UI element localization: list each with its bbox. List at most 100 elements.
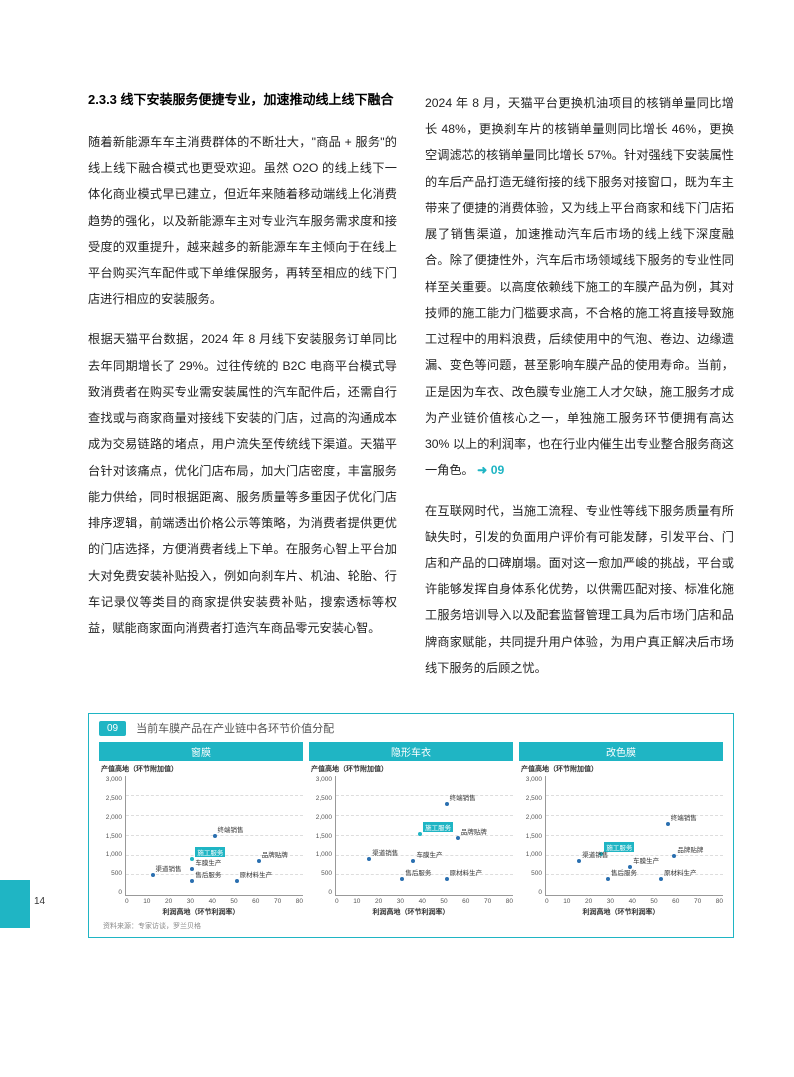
- x-tick: 20: [375, 898, 382, 905]
- data-point-label: 车膜生产: [633, 855, 659, 865]
- data-point: [190, 867, 194, 871]
- y-tick: 1,000: [309, 851, 332, 858]
- data-point-label: 售后服务: [405, 867, 431, 877]
- scatter-subchart: 隐形车衣产值高地（环节附加值）3,0002,5002,0001,5001,000…: [309, 742, 513, 917]
- gridline: [336, 815, 513, 816]
- data-point-label: 品牌贴牌: [461, 826, 487, 836]
- y-tick: 500: [519, 870, 542, 877]
- y-tick: 1,500: [99, 833, 122, 840]
- x-tick: 0: [545, 898, 549, 905]
- two-column-layout: 2.3.3 线下安装服务便捷专业，加速推动线上线下融合 随着新能源车车主消费群体…: [88, 90, 734, 695]
- y-tick: 2,500: [99, 795, 122, 802]
- page-content: 2.3.3 线下安装服务便捷专业，加速推动线上线下融合 随着新能源车车主消费群体…: [0, 0, 794, 968]
- data-point: [213, 834, 217, 838]
- y-tick: 500: [309, 870, 332, 877]
- y-ticks: 3,0002,5002,0001,5001,0005000: [99, 776, 125, 896]
- data-point: [445, 877, 449, 881]
- data-point-label: 终端销售: [671, 812, 697, 822]
- x-tick: 40: [209, 898, 216, 905]
- column-left: 2.3.3 线下安装服务便捷专业，加速推动线上线下融合 随着新能源车车主消费群体…: [88, 90, 397, 695]
- data-point-label: 施工服务: [423, 822, 453, 832]
- data-point-label: 渠道销售: [372, 847, 398, 857]
- plot-wrap: 3,000 2,500 2,000 1,500 1,000 500 0终端销售施工服务品牌贴…: [519, 776, 723, 896]
- x-axis-label: 利润高地（环节利润率）: [99, 907, 303, 917]
- data-point: [445, 802, 449, 806]
- x-tick: 50: [230, 898, 237, 905]
- paragraph: 2024 年 8 月，天猫平台更换机油项目的核销单量同比增长 48%，更换刹车片…: [425, 90, 734, 484]
- data-point: [367, 857, 371, 861]
- y-tick: 2,000: [309, 814, 332, 821]
- paragraph: 根据天猫平台数据，2024 年 8 月线下安装服务订单同比去年同期增长了 29%…: [88, 326, 397, 641]
- y-tick: 2,000: [519, 814, 542, 821]
- scatter-subchart: 窗膜产值高地（环节附加值）3,0002,5002,0001,5001,00050…: [99, 742, 303, 917]
- figure-box: 09 当前车膜产品在产业链中各环节价值分配 窗膜产值高地（环节附加值）3,000…: [88, 713, 734, 938]
- data-point-label: 售后服务: [195, 869, 221, 879]
- y-tick: 1,000: [519, 851, 542, 858]
- y-tick: 1,500: [309, 833, 332, 840]
- figure-number-badge: 09: [99, 721, 126, 736]
- y-tick: 3,000: [309, 776, 332, 783]
- data-point: [456, 836, 460, 840]
- x-tick: 80: [716, 898, 723, 905]
- y-ticks: 3,0002,5002,0001,5001,0005000: [309, 776, 335, 896]
- data-point: [257, 859, 261, 863]
- y-axis-label: 产值高地（环节附加值）: [309, 764, 513, 774]
- y-tick: 2,500: [519, 795, 542, 802]
- data-point: [418, 832, 422, 836]
- gridline: [546, 795, 723, 796]
- gridline: [546, 835, 723, 836]
- plot-area: 终端销售施工服务品牌贴牌渠道销售车膜生产售后服务原材料生产: [545, 776, 723, 896]
- x-tick: 10: [563, 898, 570, 905]
- x-tick: 70: [484, 898, 491, 905]
- subchart-title: 改色膜: [519, 742, 723, 761]
- y-tick: 3,000: [519, 776, 542, 783]
- y-tick: 500: [99, 870, 122, 877]
- x-axis-label: 利润高地（环节利润率）: [309, 907, 513, 917]
- y-axis-label: 产值高地（环节附加值）: [519, 764, 723, 774]
- data-point: [235, 879, 239, 883]
- data-point: [672, 854, 676, 858]
- x-tick: 70: [274, 898, 281, 905]
- x-tick: 0: [335, 898, 339, 905]
- scatter-subchart: 改色膜产值高地（环节附加值） 3,000 2,500 2,000 1,500 1,000 5…: [519, 742, 723, 917]
- plot-area: 终端销售施工服务品牌贴牌渠道销售车膜生产售后服务原材料生产: [335, 776, 513, 896]
- data-point: [400, 877, 404, 881]
- data-point-label: 终端销售: [218, 824, 244, 834]
- x-ticks: 01020304050607080: [335, 896, 513, 905]
- data-point: [577, 859, 581, 863]
- x-ticks: 01020304050607080: [125, 896, 303, 905]
- x-tick: 60: [462, 898, 469, 905]
- x-tick: 80: [296, 898, 303, 905]
- data-point-label: 车膜生产: [416, 849, 442, 859]
- x-tick: 30: [397, 898, 404, 905]
- paragraph: 随着新能源车车主消费群体的不断壮大，"商品 + 服务"的线上线下融合模式也更受欢…: [88, 129, 397, 313]
- data-point-label: 品牌贴牌: [677, 844, 703, 854]
- y-ticks: 3,000 2,500 2,000 1,500 1,000 500 0: [519, 776, 545, 896]
- y-tick: 0: [99, 889, 122, 896]
- y-tick: 1,500: [519, 833, 542, 840]
- y-axis-label: 产值高地（环节附加值）: [99, 764, 303, 774]
- x-tick: 10: [353, 898, 360, 905]
- data-point-label: 品牌贴牌: [262, 849, 288, 859]
- x-tick: 60: [252, 898, 259, 905]
- paragraph: 在互联网时代，当施工流程、专业性等线下服务质量有所缺失时，引发的负面用户评价有可…: [425, 498, 734, 682]
- gridline: [126, 795, 303, 796]
- x-tick: 50: [440, 898, 447, 905]
- data-point-label: 车膜生产: [195, 857, 221, 867]
- data-point-label: 渠道销售: [156, 863, 182, 873]
- data-point-label: 施工服务: [195, 847, 225, 857]
- figure-reference-marker: ➜ 09: [477, 463, 504, 477]
- data-point: [606, 877, 610, 881]
- data-point: [659, 877, 663, 881]
- plot-wrap: 3,0002,5002,0001,5001,0005000终端销售施工服务品牌贴…: [99, 776, 303, 896]
- x-tick: 20: [165, 898, 172, 905]
- data-point-label: 终端销售: [450, 792, 476, 802]
- y-tick: 3,000: [99, 776, 122, 783]
- y-tick: 0: [519, 889, 542, 896]
- data-point-label: 原材料生产: [240, 869, 273, 879]
- figure-title: 当前车膜产品在产业链中各环节价值分配: [136, 720, 334, 736]
- subchart-title: 隐形车衣: [309, 742, 513, 761]
- plot-area: 终端销售施工服务 品牌贴牌车膜生产渠道销售售后服务 原材料生产: [125, 776, 303, 896]
- data-point-label: 原材料生产: [664, 867, 697, 877]
- x-tick: 60: [672, 898, 679, 905]
